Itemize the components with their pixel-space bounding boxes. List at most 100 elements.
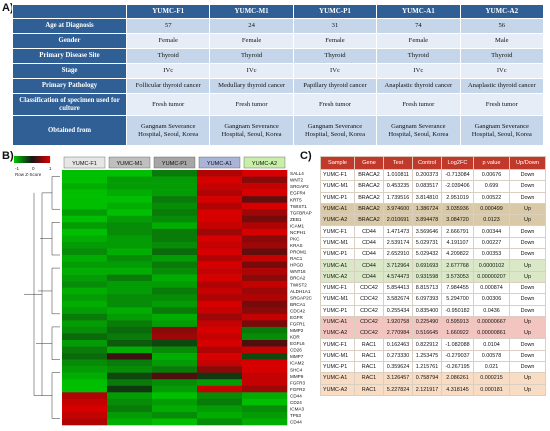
heatmap-cell	[107, 379, 153, 387]
heatmap-cell	[197, 235, 243, 243]
heatmap-cell	[242, 281, 288, 288]
legend-color-cell	[30, 156, 33, 163]
table-c-cell: 0.822912	[412, 338, 442, 351]
legend-color-cell	[26, 156, 28, 163]
heatmap-cell	[152, 268, 198, 275]
heatmap-cell	[62, 320, 108, 328]
table-c-cell: Down	[509, 338, 546, 351]
heatmap-cell	[107, 189, 153, 197]
heatmap-cell	[152, 248, 198, 256]
heatmap-cell	[152, 359, 198, 367]
heatmap-cell	[62, 261, 108, 269]
heatmap-cell	[62, 215, 108, 223]
table-c-cell: 0.516645	[412, 327, 442, 340]
table-c-cell: 4.191107	[441, 236, 474, 250]
legend-color-cell	[42, 156, 45, 163]
table-c-row: YUMC-M1 RAC1 0.273330 1.253475 -0.279037 0.00…	[320, 349, 546, 363]
table-a-cell: Thyroid	[125, 48, 211, 64]
table-c-cell: YUMC-F1	[320, 281, 355, 295]
sample-header-label: YUMC-P1	[162, 161, 187, 167]
heatmap-cell	[62, 241, 108, 249]
heatmap-cell	[107, 261, 153, 269]
table-c-cell: YUMC-M1	[320, 293, 355, 306]
gene-label: WNT2	[290, 178, 303, 183]
heatmap-cell	[197, 418, 243, 426]
table-c-cell: 8.815713	[412, 281, 442, 295]
heatmap-cell	[242, 209, 288, 217]
table-c-cell: 3.582674	[383, 293, 413, 306]
legend-color-cell	[38, 156, 40, 163]
heatmap-cell	[152, 202, 198, 210]
heatmap-cell	[197, 411, 243, 419]
table-c-cell: 0.00353	[473, 248, 510, 261]
table-c-cell: Up	[509, 214, 546, 227]
heatmap-cell	[62, 202, 108, 210]
gene-label: WNT16	[290, 269, 306, 274]
table-c-cell: YUMC-A1	[320, 315, 355, 329]
heatmap-cell	[107, 215, 153, 223]
gene-expression-table: Sample Gene Test Control Log2FC p value Up/Dow…	[320, 156, 546, 396]
table-c-cell: 0.00344	[473, 225, 510, 238]
table-a-column-header: YUMC-F1	[125, 4, 211, 19]
heatmap-cell	[242, 366, 288, 373]
heatmap-cell	[62, 222, 108, 230]
heatmap-cell	[197, 183, 243, 190]
heatmap-cell	[242, 189, 288, 197]
table-c-cell: Down	[509, 293, 546, 306]
heatmap-cell	[197, 300, 243, 308]
heatmap-cell	[152, 398, 198, 406]
heatmap-cell	[62, 346, 108, 354]
table-c-cell: 0.00306	[473, 293, 510, 306]
heatmap-cell	[197, 307, 243, 315]
heatmap-cell	[197, 222, 243, 230]
table-c-row: YUMC-P1 RAC1 0.359624 1.215761 -0.267195 0.02…	[320, 361, 546, 374]
table-c-cell: 5.029731	[412, 236, 442, 250]
heatmap-cell	[197, 209, 243, 217]
table-c-cell: CDC42	[354, 315, 384, 329]
heatmap-cell	[197, 359, 243, 367]
heatmap-cell	[107, 281, 153, 288]
heatmap-cell	[242, 170, 288, 177]
heatmap-cell	[197, 366, 243, 373]
heatmap-cell	[152, 307, 198, 315]
heatmap-cell	[107, 340, 153, 347]
heatmap-cell	[62, 372, 108, 380]
table-c-cell: 4.574473	[383, 270, 413, 283]
table-a-row: Classification of specimen used for cult…	[12, 93, 545, 116]
heatmap-cell	[62, 340, 108, 347]
table-c-cell: 0.931598	[412, 270, 442, 283]
heatmap-cell	[152, 274, 198, 282]
table-c-row: YUMC-P1 CD44 2.652910 5.029432 4.209822 0.003…	[320, 248, 546, 261]
table-a-cell: Follicular thyroid cancer	[125, 78, 211, 94]
table-c-cell: 3.569646	[412, 225, 442, 238]
heatmap-cell	[107, 196, 153, 203]
heatmap-cell	[62, 228, 108, 236]
gene-label: PROM1	[290, 250, 307, 255]
table-c-cell: 1.215761	[412, 361, 442, 374]
table-c-cell: 2.086261	[441, 372, 474, 385]
heatmap-cell	[242, 405, 288, 413]
heatmap-cell	[197, 228, 243, 236]
heatmap-cell	[152, 170, 198, 177]
table-c-cell: Down	[509, 191, 546, 204]
gene-label: KRAS	[290, 243, 303, 248]
heatmap-cell	[197, 320, 243, 328]
heatmap-cell	[62, 379, 108, 387]
heatmap-cell	[242, 411, 288, 419]
heatmap-cell	[197, 405, 243, 413]
table-c-cell: YUMC-A2	[320, 383, 355, 396]
gene-label: TWIST1	[290, 204, 307, 209]
heatmap-cell	[242, 320, 288, 328]
heatmap-cell	[107, 353, 153, 360]
heatmap-cell	[197, 196, 243, 203]
table-c-cell: 3.974600	[383, 202, 413, 216]
heatmap-cell	[107, 326, 153, 334]
table-c-cell: Down	[509, 168, 546, 182]
legend-color-cell	[20, 156, 22, 163]
heatmap-cell	[107, 366, 153, 373]
table-c-cell: -2.039406	[441, 180, 474, 193]
heatmap-cell	[62, 255, 108, 262]
table-c-cell: 1.920758	[383, 315, 413, 329]
heatmap-cell	[62, 385, 108, 393]
table-c-cell: 0.0104	[473, 338, 510, 351]
